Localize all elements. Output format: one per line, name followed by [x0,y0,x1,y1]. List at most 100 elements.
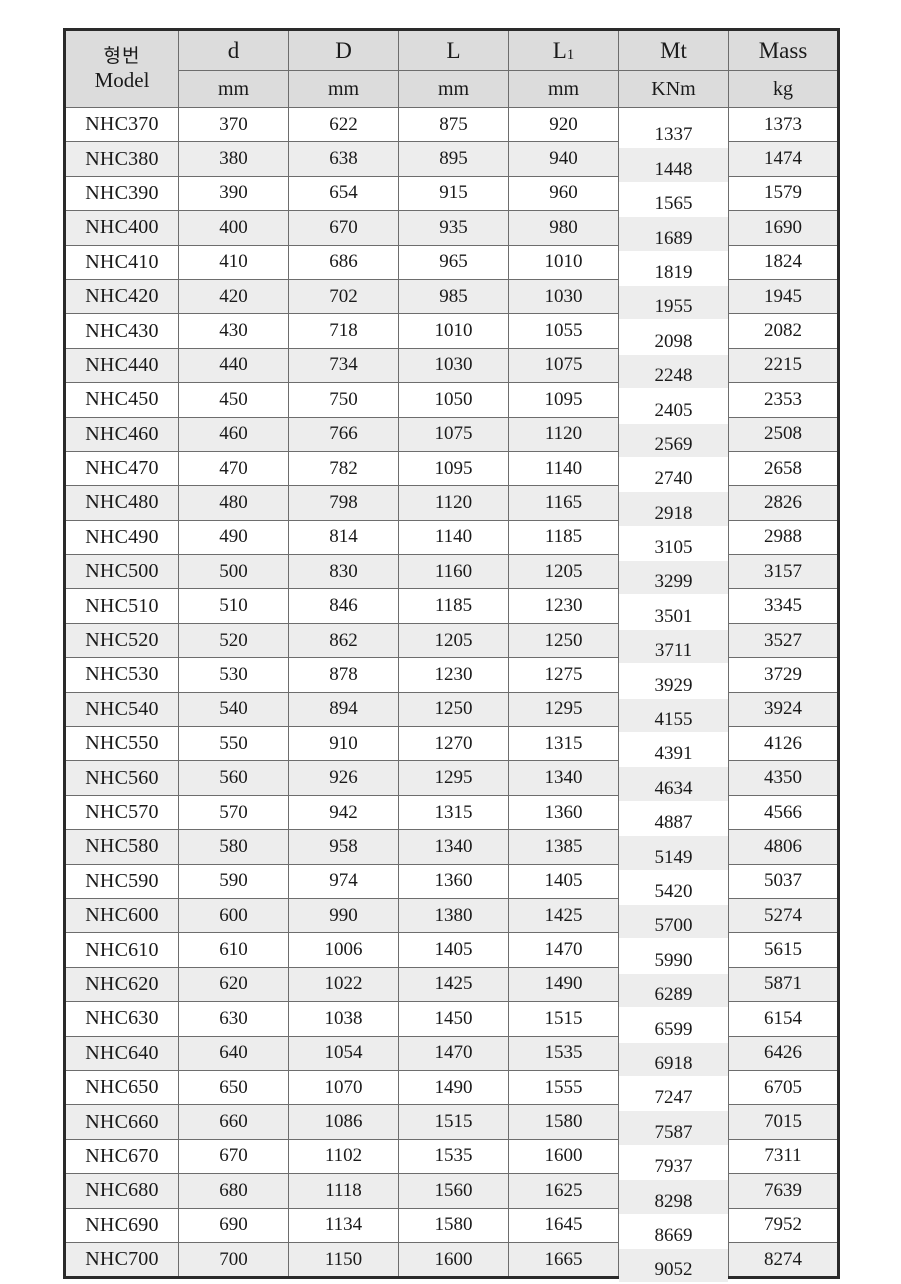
cell-length: 915 [398,175,509,212]
cell-outer-diameter: 622 [288,106,399,143]
cell-model: NHC450 [64,382,179,418]
cell-length1: 1275 [508,657,619,693]
cell-mass: 5615 [728,932,839,968]
cell-d: 400 [178,210,289,246]
cell-outer-diameter: 718 [288,313,399,349]
table-row: NHC640 640 1054 1470 1535 6918 6426 [64,1035,839,1077]
cell-torque: 8298 [618,1179,729,1215]
cell-d: 570 [178,794,289,831]
cell-torque: 1819 [618,250,729,286]
cell-length1: 1185 [508,519,619,556]
cell-d: 440 [178,347,289,384]
column-header-torque: Mt [618,29,729,71]
unit-header-outer-diameter: mm [288,70,399,108]
cell-outer-diameter: 798 [288,485,399,521]
cell-length1: 1470 [508,932,619,968]
cell-d: 500 [178,554,289,590]
cell-length: 1360 [398,863,509,899]
cell-model: NHC610 [64,932,179,968]
cell-model: NHC700 [64,1241,179,1279]
cell-model: NHC500 [64,554,179,590]
cell-mass: 6154 [728,1001,839,1037]
cell-d: 450 [178,382,289,418]
table-row: NHC420 420 702 985 1030 1955 1945 [64,278,839,321]
cell-d: 380 [178,141,289,177]
cell-outer-diameter: 1006 [288,932,399,968]
column-header-d-symbol: d [227,37,240,63]
cell-length: 1535 [398,1138,509,1175]
cell-torque: 6599 [618,1007,729,1043]
cell-model: NHC570 [64,794,179,831]
cell-model: NHC580 [64,829,179,865]
cell-outer-diameter: 1150 [288,1241,399,1279]
table-row: NHC660 660 1086 1515 1580 7587 7015 [64,1104,839,1146]
cell-outer-diameter: 910 [288,726,399,762]
cell-torque: 2740 [618,456,729,493]
cell-model: NHC690 [64,1207,179,1243]
cell-model: NHC670 [64,1138,179,1175]
cell-mass: 1373 [728,106,839,143]
cell-mass: 7015 [728,1104,839,1140]
cell-torque: 3501 [618,594,729,630]
cell-d: 660 [178,1104,289,1140]
cell-model: NHC460 [64,416,179,452]
table-row: NHC630 630 1038 1450 1515 6599 6154 [64,1001,839,1043]
cell-model: NHC380 [64,141,179,177]
cell-mass: 1690 [728,210,839,246]
column-header-model-korean: 형번 [103,45,141,67]
cell-mass: 3527 [728,622,839,659]
cell-mass: 7952 [728,1207,839,1243]
cell-length: 1490 [398,1069,509,1106]
cell-length: 1340 [398,829,509,865]
cell-model: NHC390 [64,175,179,212]
cell-torque: 5700 [618,903,729,940]
cell-torque: 2569 [618,422,729,458]
cell-length: 1160 [398,554,509,590]
cell-length1: 1075 [508,347,619,384]
cell-torque: 1448 [618,147,729,183]
cell-length: 1600 [398,1241,509,1279]
cell-model: NHC400 [64,210,179,246]
cell-torque: 3929 [618,663,729,699]
table-row: NHC410 410 686 965 1010 1819 1824 [64,244,839,286]
header-row-units: mm mm mm mm KNm kg [65,70,839,108]
cell-length: 985 [398,278,509,315]
cell-outer-diameter: 654 [288,175,399,212]
cell-length: 1230 [398,657,509,693]
cell-length: 1315 [398,794,509,831]
cell-d: 610 [178,932,289,968]
table-row: NHC500 500 830 1160 1205 3299 3157 [64,554,839,596]
table-row: NHC650 650 1070 1490 1555 7247 6705 [64,1069,839,1112]
cell-torque: 4634 [618,766,729,802]
cell-length: 1120 [398,485,509,521]
cell-mass: 4126 [728,726,839,762]
column-header-outer-diameter: D [288,29,399,71]
cell-length1: 980 [508,210,619,246]
cell-length: 1380 [398,897,509,934]
cell-length1: 1205 [508,554,619,590]
cell-mass: 2826 [728,485,839,521]
cell-torque: 1337 [618,112,729,149]
cell-torque: 8669 [618,1213,729,1249]
cell-outer-diameter: 782 [288,450,399,487]
cell-mass: 5274 [728,897,839,934]
cell-length1: 1340 [508,760,619,796]
table-row: NHC380 380 638 895 940 1448 1474 [64,141,839,183]
cell-torque: 9052 [618,1247,729,1284]
table-row: NHC700 700 1150 1600 1665 9052 8274 [64,1241,839,1284]
cell-d: 630 [178,1001,289,1037]
table-row: NHC400 400 670 935 980 1689 1690 [64,210,839,252]
cell-outer-diameter: 734 [288,347,399,384]
cell-outer-diameter: 814 [288,519,399,556]
cell-d: 620 [178,966,289,1003]
table-row: NHC690 690 1134 1580 1645 8669 7952 [64,1207,839,1249]
cell-d: 410 [178,244,289,280]
table-row: NHC550 550 910 1270 1315 4391 4126 [64,726,839,768]
cell-d: 420 [178,278,289,315]
cell-d: 370 [178,106,289,143]
cell-length1: 1360 [508,794,619,831]
cell-d: 600 [178,897,289,934]
table-row: NHC390 390 654 915 960 1565 1579 [64,175,839,218]
column-header-length1-subscript: 1 [566,46,575,63]
cell-outer-diameter: 830 [288,554,399,590]
